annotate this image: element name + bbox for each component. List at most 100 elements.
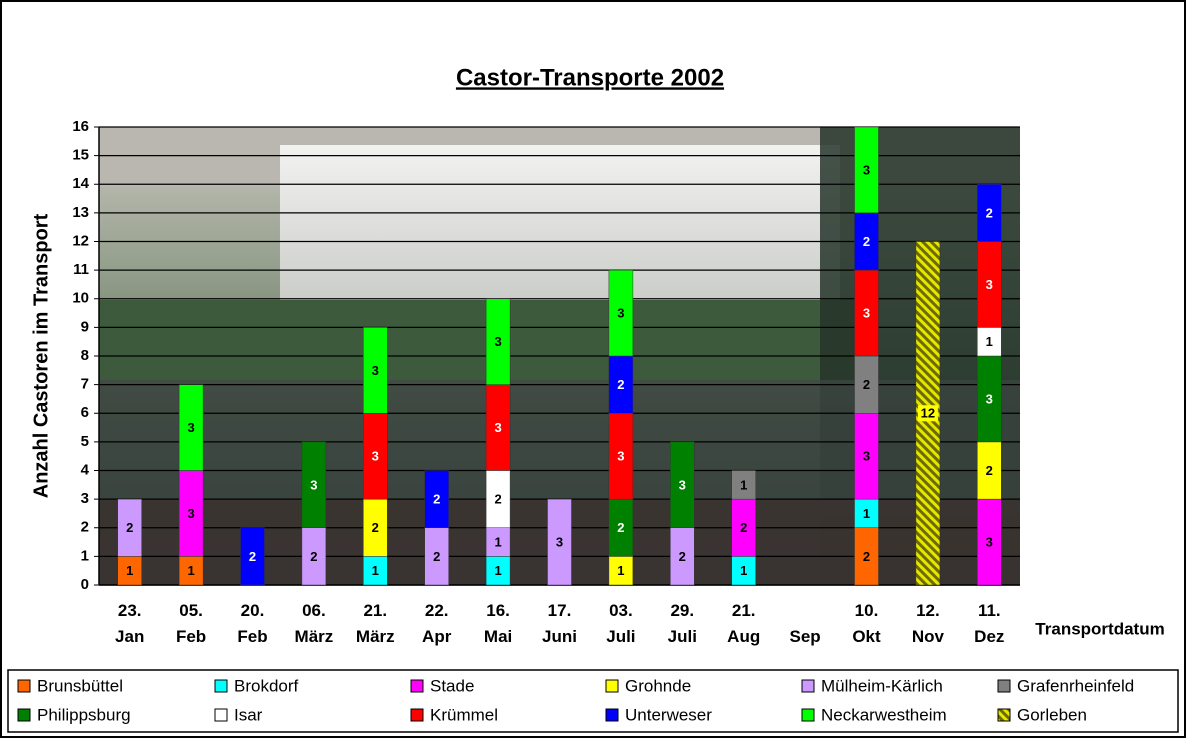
y-tick-label: 3 <box>81 490 89 507</box>
data-label: 1 <box>740 563 747 578</box>
data-label: 2 <box>433 492 440 507</box>
bar-segment <box>363 413 388 500</box>
data-label: 2 <box>494 492 501 507</box>
bar-segment <box>977 355 1002 443</box>
bar-segment <box>854 413 879 500</box>
legend-swatch <box>997 679 1011 693</box>
x-tick-label: 22. Apr <box>422 601 452 646</box>
bar-segment <box>670 441 695 528</box>
y-tick-label: 11 <box>73 261 89 278</box>
data-label: 1 <box>740 477 747 492</box>
bar-segment <box>977 498 1002 586</box>
data-label: 3 <box>187 506 194 521</box>
y-tick-label: 15 <box>72 147 89 164</box>
data-label: 1 <box>187 563 194 578</box>
bar-segment <box>854 212 879 271</box>
legend-label: Krümmel <box>430 705 498 724</box>
data-label: 2 <box>617 520 624 535</box>
legend-box <box>7 669 1179 733</box>
bar-segment <box>670 527 695 586</box>
legend-label: Brunsbüttel <box>37 676 123 695</box>
bar-segment <box>363 556 388 586</box>
legend-label: Isar <box>234 705 263 724</box>
x-tick-label: 06. März <box>295 601 334 646</box>
x-tick-label: 05. Feb <box>176 601 206 646</box>
bar-segment <box>608 556 634 586</box>
y-tick-label: 9 <box>81 318 89 335</box>
data-label: 3 <box>679 477 686 492</box>
bar-segment <box>608 355 634 414</box>
x-tick-label-group: 05. Feb <box>176 601 206 646</box>
data-label: 2 <box>126 520 133 535</box>
bar-segment <box>485 527 511 557</box>
legend-label: Grafenrheinfeld <box>1017 676 1134 695</box>
legend-label: Philippsburg <box>37 705 131 724</box>
bar-segment <box>117 498 142 557</box>
y-tick-label: 16 <box>72 118 89 135</box>
x-tick-label-group: 17. Juni <box>542 601 577 646</box>
data-label: 3 <box>494 420 501 435</box>
data-label: 2 <box>740 520 747 535</box>
bar-segment <box>485 384 511 471</box>
x-tick-label-group: 21. März <box>356 601 395 646</box>
legend-swatch <box>410 679 424 693</box>
data-label: 3 <box>556 535 563 550</box>
x-tick-label-group: 21. Aug <box>727 601 760 646</box>
bar-segment <box>424 470 449 528</box>
bar-segment <box>424 527 449 586</box>
bar-segment <box>731 556 756 586</box>
x-tick-label-group: Sep <box>790 627 821 646</box>
y-tick-label: 13 <box>72 204 89 221</box>
y-axis-title: Anzahl Castoren im Transport <box>30 213 52 498</box>
x-tick-label: 17. Juni <box>542 601 577 646</box>
bar-segment <box>178 384 204 471</box>
data-label: 2 <box>986 205 993 220</box>
legend-swatch <box>997 708 1011 722</box>
bar-segment <box>854 269 879 357</box>
data-label: 2 <box>986 463 993 478</box>
data-label: 2 <box>249 549 256 564</box>
data-label: 3 <box>310 477 317 492</box>
y-tick-label: 12 <box>72 232 89 249</box>
data-label: 12 <box>921 406 935 421</box>
x-tick-label: 21. März <box>356 601 395 646</box>
y-tick-label: 6 <box>81 404 89 421</box>
legend-swatch <box>801 708 815 722</box>
bar-segment <box>178 556 204 586</box>
x-tick-label: 03. Juli <box>606 601 635 646</box>
x-tick-label-group: 11. Dez <box>974 601 1004 646</box>
x-tick-label: Sep <box>790 627 821 646</box>
data-label: 3 <box>986 535 993 550</box>
x-tick-label-group: 03. Juli <box>606 601 635 646</box>
data-label: 3 <box>863 306 870 321</box>
bar-segment <box>977 184 1002 242</box>
x-tick-label: 20. Feb <box>237 601 267 646</box>
x-axis-title: Transportdatum <box>1035 619 1164 638</box>
data-label: 1 <box>126 563 133 578</box>
x-tick-label: 11. Dez <box>974 601 1004 646</box>
data-label: 3 <box>372 363 379 378</box>
y-tick-label: 0 <box>81 576 89 593</box>
bar-segment <box>485 556 511 586</box>
y-tick-label: 14 <box>72 175 89 192</box>
data-label: 2 <box>617 377 624 392</box>
bar-segment <box>977 441 1002 500</box>
bar-segment <box>977 241 1002 328</box>
x-tick-label-group: 29. Juli <box>668 601 697 646</box>
bar-segment <box>854 498 879 528</box>
x-tick-label-group: 10. Okt <box>852 601 881 646</box>
y-tick-label: 1 <box>81 547 89 564</box>
data-label: 3 <box>494 334 501 349</box>
bar-segment <box>485 470 511 528</box>
chart-title: Castor-Transporte 2002 <box>456 64 724 91</box>
x-tick-label-group: 12. Nov <box>912 601 945 646</box>
y-tick-label: 2 <box>81 519 89 536</box>
x-tick-label-group: 20. Feb <box>237 601 267 646</box>
data-label: 3 <box>372 449 379 464</box>
data-label: 1 <box>494 535 501 550</box>
bar-segment <box>854 355 879 414</box>
bar-segment <box>117 556 142 586</box>
data-label: 2 <box>679 549 686 564</box>
data-label: 1 <box>372 563 379 578</box>
